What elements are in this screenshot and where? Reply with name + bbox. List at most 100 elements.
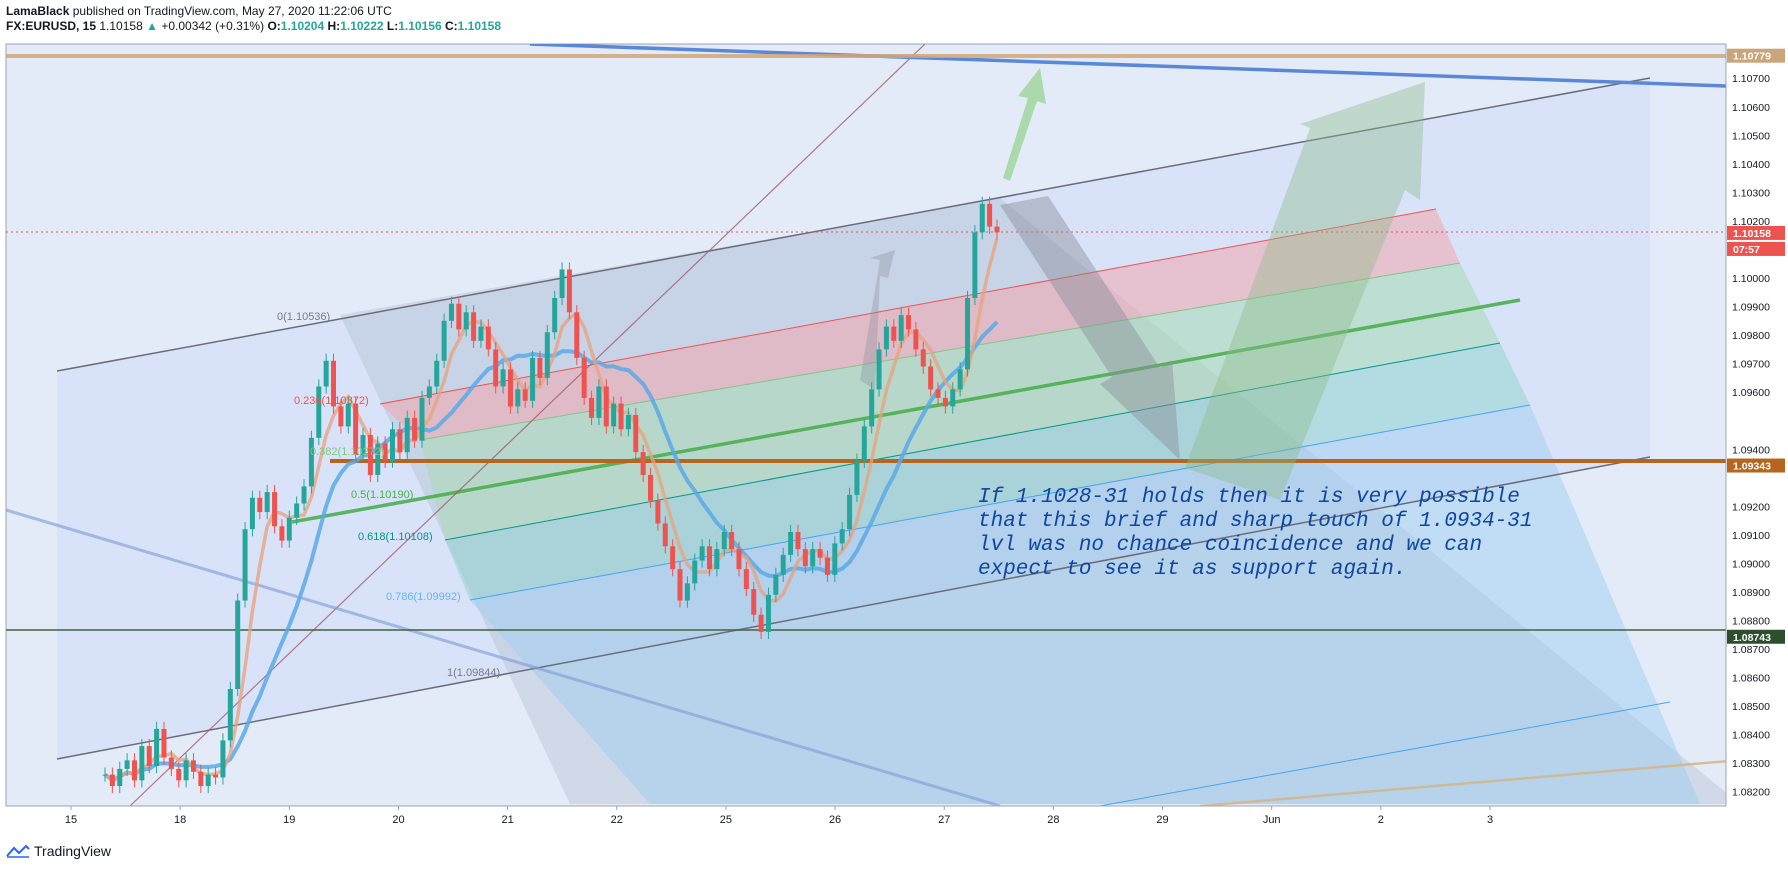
candle-body <box>788 532 794 555</box>
candle-body <box>751 589 757 615</box>
candle-body <box>301 486 307 504</box>
time-axis-ticks: 15 18 19 20 21 22 25 26 27 28 29 Jun 2 3 <box>65 806 1493 826</box>
chart-header: LamaBlack published on TradingView.com, … <box>6 4 501 34</box>
y-tick-label: 1.09900 <box>1732 302 1770 314</box>
fan-lower-line <box>1099 701 1671 806</box>
candle-body <box>323 360 329 387</box>
candle-body <box>670 546 676 570</box>
candle-body <box>906 315 912 330</box>
candle-body <box>478 326 484 341</box>
fib-labels: 0(1.10536) 0.236(1.10372) 0.382(1.10272) 0.… <box>277 311 500 679</box>
candle-body <box>235 600 241 689</box>
candle-body <box>367 434 373 475</box>
candle-body <box>412 417 418 441</box>
candle-body <box>264 492 270 513</box>
y-tick-label: 1.10200 <box>1732 216 1770 228</box>
candle-body <box>839 529 845 544</box>
candle-body <box>515 389 521 407</box>
y-tick-label: 1.09800 <box>1732 330 1770 342</box>
time-axis[interactable] <box>6 806 1726 830</box>
y-tick-label: 1.08300 <box>1732 758 1770 770</box>
fib-level-label: 0.618(1.10108) <box>358 531 433 543</box>
candle-body <box>279 526 285 541</box>
candle-body <box>139 746 145 781</box>
y-tick-label: 1.09700 <box>1732 359 1770 371</box>
candle-body <box>198 771 204 787</box>
candle-body <box>979 203 985 233</box>
candle-body <box>662 523 668 547</box>
y-tick-label: 1.10400 <box>1732 159 1770 171</box>
candle-body <box>699 546 705 561</box>
y-tick-label: 1.10300 <box>1732 187 1770 199</box>
high-label: H: <box>327 19 341 33</box>
candle-body <box>640 452 646 475</box>
y-tick-label: 1.09000 <box>1732 558 1770 570</box>
candle-body <box>286 517 292 541</box>
candle-body <box>124 760 130 769</box>
red-diagonal-line <box>129 44 926 806</box>
candle-body <box>913 329 919 350</box>
price-label-box <box>1727 458 1785 473</box>
publisher-name[interactable]: LamaBlack <box>6 4 70 18</box>
candle-body <box>205 774 211 787</box>
candle-body <box>920 349 926 367</box>
price-axis[interactable] <box>1726 44 1788 806</box>
candle-body <box>802 549 808 567</box>
candle-body <box>146 746 152 767</box>
candle-body <box>684 583 690 601</box>
y-tick-label: 1.09400 <box>1732 444 1770 456</box>
candle-body <box>434 360 440 387</box>
fib-line-0786 <box>469 404 1531 601</box>
footer-brand[interactable]: TradingView <box>6 843 111 859</box>
candle-body <box>183 760 189 781</box>
candle-body <box>441 320 447 361</box>
candle-body <box>154 728 160 767</box>
candle-body <box>331 360 337 407</box>
candle-body <box>994 226 1000 233</box>
candle-body <box>213 774 219 778</box>
x-tick-label: 28 <box>1047 814 1059 826</box>
x-tick-label: 27 <box>938 814 950 826</box>
candle-body <box>537 357 543 378</box>
price-label: 1.08743 <box>1733 632 1771 644</box>
candle-body <box>648 474 654 501</box>
low-label: L: <box>386 19 399 33</box>
footer-brand-label: TradingView <box>34 843 112 859</box>
y-tick-label: 1.10600 <box>1732 102 1770 114</box>
candle-body <box>832 543 838 575</box>
annotation-line: lvl was no chance coincidence and we can <box>978 534 1482 557</box>
y-tick-label: 1.08200 <box>1732 787 1770 799</box>
candle-body <box>456 303 462 330</box>
fib-band-teal <box>445 343 1530 600</box>
candles-group <box>102 196 1000 794</box>
candle-body <box>854 460 860 495</box>
candle-body <box>891 326 897 341</box>
candle-body <box>382 443 388 461</box>
symbol-label[interactable]: FX:EURUSD, 15 <box>6 19 97 33</box>
candle-body <box>780 554 786 575</box>
moving-average-blue <box>103 320 999 783</box>
fib-level-label: 0.786(1.09992) <box>386 591 461 603</box>
candle-body <box>102 774 108 776</box>
x-tick-label: 19 <box>283 814 295 826</box>
candle-body <box>190 760 196 772</box>
y-tick-label: 1.08700 <box>1732 644 1770 656</box>
candle-body <box>655 500 661 524</box>
candle-body <box>316 386 322 438</box>
ohlc-line: FX:EURUSD, 15 1.10158 ▲ +0.00342 (+0.31%… <box>6 19 501 34</box>
candle-body <box>574 312 580 358</box>
candle-body <box>249 497 255 530</box>
up-projection-arrow <box>1185 82 1425 500</box>
candle-body <box>485 326 491 350</box>
up-arrow-icon: ▲ <box>146 19 158 33</box>
price-label: 1.09343 <box>1733 461 1771 473</box>
candle-body <box>987 203 993 227</box>
candle-body <box>965 298 971 370</box>
fib-level-label: 0.5(1.10190) <box>351 489 413 501</box>
candle-body <box>507 369 513 407</box>
moving-average-orange <box>103 238 999 783</box>
candle-body <box>242 529 248 601</box>
candle-body <box>611 403 617 427</box>
candle-body <box>500 369 506 387</box>
